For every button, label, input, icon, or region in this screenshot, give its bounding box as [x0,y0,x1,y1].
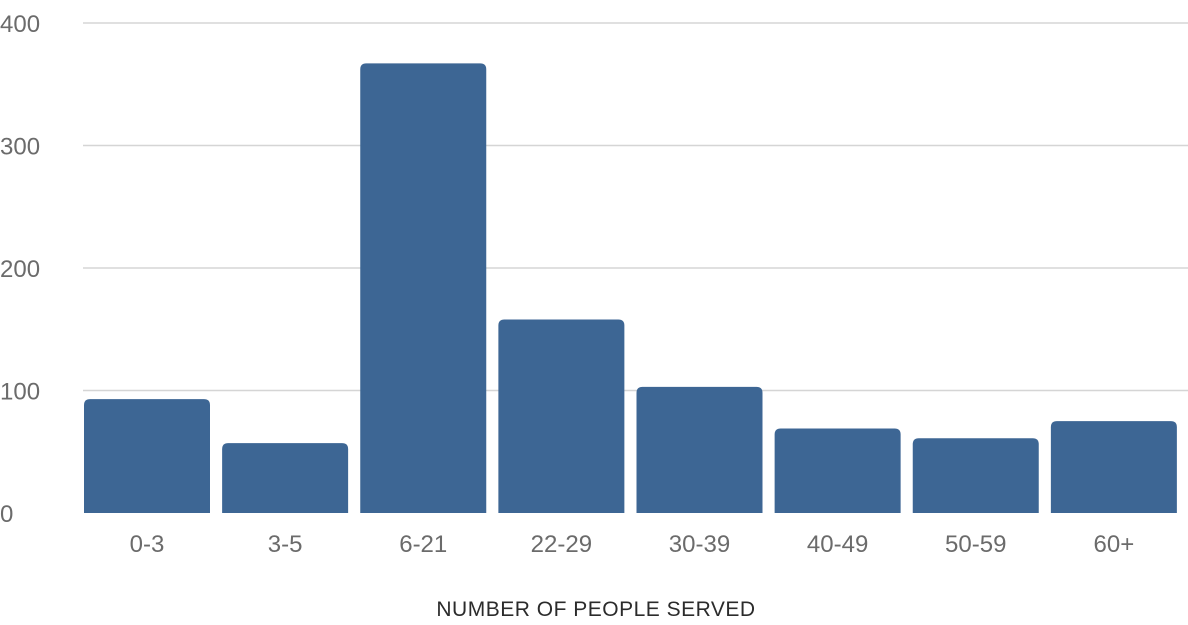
x-tick-label: 60+ [1094,531,1135,558]
gridlines [83,22,1188,392]
bar-30-39 [636,386,763,513]
x-tick-label: 30-39 [669,531,730,558]
y-tick-label: 100 [0,379,40,406]
y-tick-label: 300 [0,134,40,161]
y-tick-label: 200 [0,256,40,283]
x-tick-label: 50-59 [945,531,1006,558]
bar-0-3 [84,399,210,513]
bar-50-59 [912,438,1039,513]
x-tick-label: 0-3 [130,531,165,558]
bar-60+ [1050,421,1177,513]
bars [84,63,1177,514]
x-tick-label: 6-21 [399,531,447,558]
bar-22-29 [498,319,625,513]
bar-40-49 [774,428,901,513]
y-axis-tick-labels: 0 100 200 300 400 [0,11,40,528]
x-tick-label: 40-49 [807,531,868,558]
y-tick-label: 400 [0,11,40,38]
x-tick-label: 22-29 [531,531,592,558]
y-tick-label: 0 [0,501,13,528]
bar-3-5 [222,443,349,513]
x-axis-title: NUMBER OF PEOPLE SERVED [436,598,755,621]
x-tick-label: 3-5 [268,531,303,558]
x-axis-tick-labels: 0-3 3-5 6-21 22-29 30-39 40-49 50-59 60+ [130,531,1135,558]
bar-6-21 [360,63,487,514]
